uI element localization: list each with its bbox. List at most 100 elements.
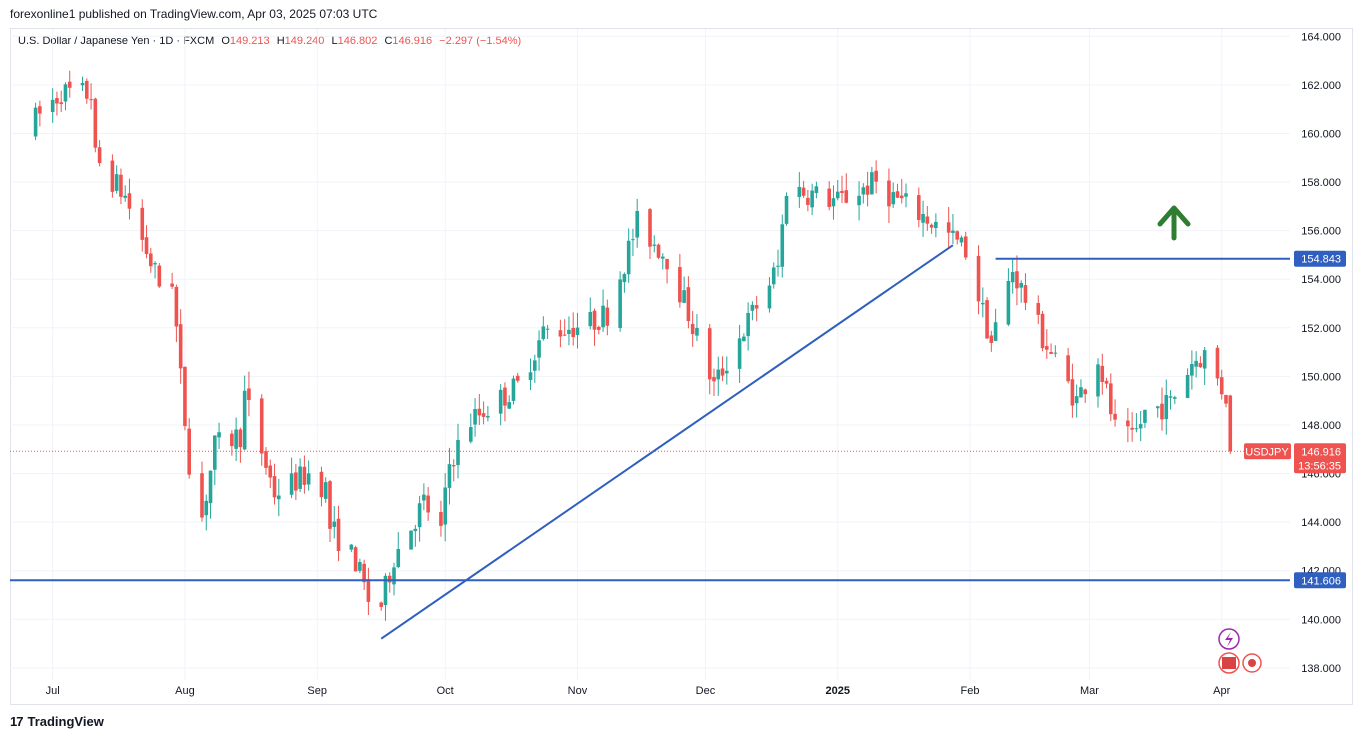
candle-body — [917, 195, 921, 220]
candle-body — [1096, 364, 1100, 397]
candle-body — [277, 495, 281, 500]
candle-body — [831, 198, 836, 207]
candle-body — [921, 213, 925, 223]
candle-body — [887, 180, 891, 207]
candle-body — [861, 187, 866, 195]
candle-body — [1228, 395, 1233, 452]
jp-flag-dot — [1248, 659, 1256, 667]
candle-body — [810, 190, 814, 208]
x-axis: Jul Aug Sep Oct Nov Dec 2025 Feb Mar Apr — [46, 685, 1231, 697]
price-tag-bg — [1294, 572, 1346, 589]
candle-body — [771, 267, 776, 285]
candle-body — [1100, 365, 1105, 382]
candle-body — [1202, 350, 1207, 369]
y-tick-label: 152.000 — [1301, 323, 1341, 335]
y-tick-label: 144.000 — [1301, 517, 1341, 529]
candle-body — [328, 481, 332, 529]
candle-body — [976, 255, 981, 302]
candle-body — [605, 307, 610, 326]
candle-body — [1190, 363, 1194, 376]
candle-body — [349, 544, 354, 550]
candle-body — [951, 230, 955, 233]
price-tag-label: 141.606 — [1301, 575, 1341, 587]
candle-body — [63, 84, 68, 102]
candle-body — [1015, 271, 1019, 289]
candle-body — [686, 287, 691, 322]
candle-body — [1010, 272, 1015, 283]
candle-body — [213, 435, 217, 470]
grid — [10, 29, 1290, 680]
candle-body — [153, 263, 157, 265]
candle-body — [904, 193, 908, 197]
candle-body — [456, 439, 460, 466]
current-price-bg — [1294, 443, 1346, 474]
candle-body — [55, 97, 59, 104]
candle-body — [323, 482, 328, 499]
candle-body — [571, 327, 575, 338]
candle-body — [533, 360, 537, 371]
candle-body — [392, 567, 396, 585]
candle-body — [545, 328, 550, 330]
price-tag-label: 154.843 — [1301, 254, 1341, 266]
candle-body — [238, 429, 243, 448]
candle-body — [562, 334, 567, 336]
symbol-badge-bg — [1244, 443, 1291, 460]
candle-body — [865, 185, 870, 195]
candle-body — [767, 285, 772, 309]
footer-brand[interactable]: 17 TradingView — [10, 714, 104, 729]
candle-body — [486, 416, 490, 418]
candle-body — [827, 188, 831, 207]
candle-body — [1173, 397, 1177, 399]
candle-body — [622, 274, 627, 283]
candle-body — [234, 429, 238, 449]
candle-body — [925, 216, 930, 224]
publish-info: forexonline1 published on TradingView.co… — [10, 7, 378, 21]
candle-body — [1019, 282, 1023, 288]
candle-body — [298, 466, 302, 489]
candle-body — [336, 518, 341, 551]
candle-body — [426, 495, 430, 513]
candle-body — [289, 473, 294, 495]
candle-body — [959, 237, 964, 243]
candle-body — [473, 408, 477, 425]
candle-body — [264, 451, 268, 468]
candle-body — [678, 267, 682, 303]
candle-body — [1130, 427, 1134, 430]
candle-body — [1036, 303, 1041, 315]
candle-body — [85, 80, 89, 99]
candle-body — [690, 323, 695, 335]
candle-body — [1224, 394, 1228, 404]
candle-body — [259, 398, 264, 454]
x-tick-label: Oct — [437, 685, 454, 697]
candle-body — [247, 388, 251, 401]
x-tick-label: Feb — [961, 685, 980, 697]
event-badges[interactable] — [1218, 628, 1262, 674]
drawing-lines — [10, 244, 1290, 640]
flag-stripes — [1222, 657, 1236, 669]
candle-body — [498, 389, 503, 414]
candle-body — [50, 99, 55, 113]
candle-body — [955, 231, 959, 240]
price-tags: 154.843 141.606 USDJPY 146.916 13:56:35 — [1244, 250, 1346, 589]
countdown-label: 13:56:35 — [1298, 460, 1341, 472]
y-tick-label: 162.000 — [1301, 80, 1341, 92]
candle-body — [204, 500, 209, 516]
close-value: 146.916 — [392, 35, 433, 47]
candle-body — [481, 413, 486, 417]
candle-body — [895, 191, 900, 198]
arrow-shape — [1157, 205, 1191, 241]
y-tick-label: 158.000 — [1301, 177, 1341, 189]
candle-body — [1164, 395, 1169, 420]
candle-body — [857, 195, 861, 206]
candle-body — [379, 602, 383, 607]
candle-body — [874, 170, 878, 182]
open-value: 149.213 — [229, 35, 270, 47]
x-tick-label: Apr — [1213, 685, 1230, 697]
chart-frame[interactable] — [10, 28, 1353, 705]
candle-body — [575, 327, 580, 336]
candle-body — [1066, 355, 1070, 382]
candle-body — [1109, 383, 1113, 415]
candle-body — [217, 432, 221, 438]
candle-body — [332, 521, 337, 527]
